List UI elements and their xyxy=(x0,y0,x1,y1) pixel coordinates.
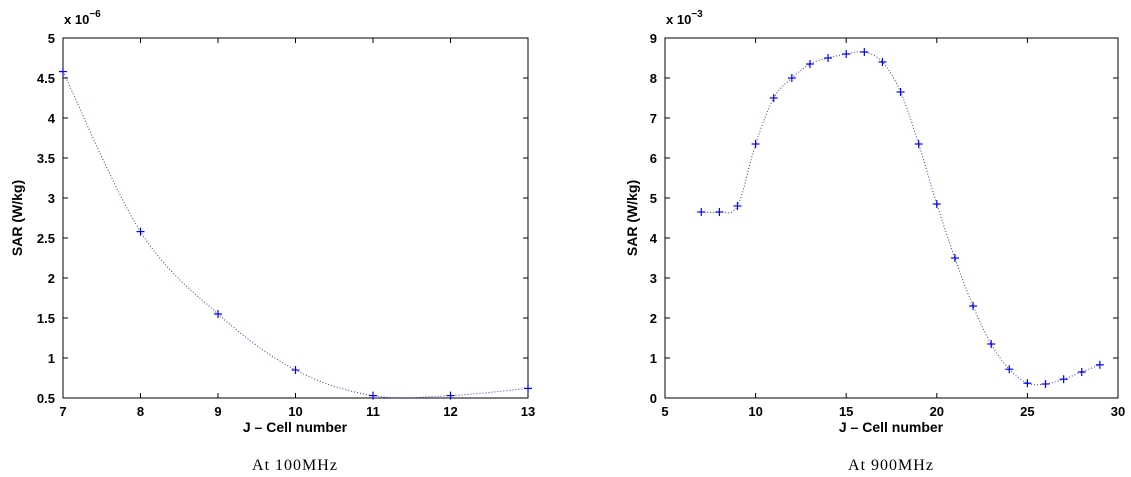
y-tick-label: 0 xyxy=(650,391,657,406)
data-point-marker xyxy=(950,254,959,262)
x-tick-label: 20 xyxy=(930,404,944,419)
y-tick-label: 7 xyxy=(650,111,657,126)
data-point-marker xyxy=(446,391,455,400)
x-tick-label: 15 xyxy=(839,404,853,419)
y-tick-label: 1 xyxy=(48,351,55,366)
x-tick-label: 9 xyxy=(214,404,221,419)
y-tick-label: 0.5 xyxy=(37,391,55,406)
series-line xyxy=(701,51,1101,386)
data-point-marker xyxy=(824,54,833,62)
data-point-marker xyxy=(1023,379,1032,388)
data-point-marker xyxy=(59,67,67,76)
data-point-marker xyxy=(733,202,742,210)
y-tick-label: 4 xyxy=(48,111,56,126)
data-point-marker xyxy=(969,302,978,310)
data-point-marker xyxy=(1095,360,1104,369)
y-tick-label: 8 xyxy=(650,71,657,86)
data-point-marker xyxy=(697,208,706,216)
x-tick-label: 13 xyxy=(521,404,535,419)
x-tick-label: 11 xyxy=(366,404,380,419)
data-point-marker xyxy=(1041,380,1050,388)
data-point-marker xyxy=(291,366,300,374)
y-tick-label: 4.5 xyxy=(37,71,55,86)
data-point-marker xyxy=(214,310,222,318)
x-tick-label: 8 xyxy=(137,404,144,419)
y-axis-label: SAR (W/kg) xyxy=(9,180,25,256)
x-tick-label: 25 xyxy=(1020,404,1034,419)
data-point-marker xyxy=(136,227,145,236)
y-tick-label: 2.5 xyxy=(37,231,55,246)
data-point-marker xyxy=(842,50,851,58)
data-point-marker xyxy=(805,60,814,68)
data-point-marker xyxy=(787,74,796,82)
y-tick-label: 1 xyxy=(650,351,657,366)
chart-caption: At 100MHz xyxy=(252,457,338,474)
x-tick-label: 10 xyxy=(288,404,302,419)
data-point-marker xyxy=(715,208,724,216)
x-tick-label: 30 xyxy=(1111,404,1125,419)
y-tick-label: 1.5 xyxy=(37,311,55,326)
y-exponent-label: x 10−3 xyxy=(666,9,703,27)
series-line xyxy=(62,71,529,399)
plot-frame xyxy=(664,37,1119,399)
data-point-marker xyxy=(914,140,923,148)
y-tick-label: 6 xyxy=(650,151,657,166)
x-axis-label: J – Cell number xyxy=(839,419,944,435)
x-axis-label: J – Cell number xyxy=(243,419,348,435)
data-point-marker xyxy=(369,391,377,400)
x-tick-label: 12 xyxy=(443,404,457,419)
data-point-marker xyxy=(751,140,760,148)
y-axis-label: SAR (W/kg) xyxy=(624,180,640,256)
y-exponent-label: x 10−6 xyxy=(64,9,101,27)
y-tick-label: 3 xyxy=(48,191,55,206)
data-point-marker xyxy=(1005,365,1014,374)
data-point-marker xyxy=(987,340,996,348)
data-point-marker xyxy=(769,94,778,102)
y-tick-label: 5 xyxy=(650,191,657,206)
x-tick-label: 7 xyxy=(59,404,66,419)
data-point-marker xyxy=(896,88,905,96)
data-point-marker xyxy=(524,384,532,393)
data-point-marker xyxy=(1059,375,1068,384)
y-tick-label: 2 xyxy=(48,271,55,286)
chart-900mhz: 5 10 15 20 25 30 0 1 2 3 4 5 6 7 8 9 x 10−3 J – Cell numb… xyxy=(624,9,1125,474)
chart-100mhz: 7 8 9 10 11 12 13 0.5 1 1.5 2 2.5 3 3.5 4 4.5 5 x 10−6 J –… xyxy=(9,9,535,474)
y-tick-label: 5 xyxy=(48,31,55,46)
data-point-marker xyxy=(860,48,869,56)
data-point-marker xyxy=(878,58,887,66)
x-tick-label: 10 xyxy=(748,404,762,419)
x-tick-label: 5 xyxy=(661,404,668,419)
data-point-marker xyxy=(1077,368,1086,376)
y-tick-label: 3 xyxy=(650,271,657,286)
data-point-marker xyxy=(932,200,941,208)
y-tick-label: 2 xyxy=(650,311,657,326)
y-tick-label: 9 xyxy=(650,31,657,46)
y-tick-label: 3.5 xyxy=(37,151,55,166)
y-tick-label: 4 xyxy=(650,231,658,246)
chart-caption: At 900MHz xyxy=(848,457,934,474)
